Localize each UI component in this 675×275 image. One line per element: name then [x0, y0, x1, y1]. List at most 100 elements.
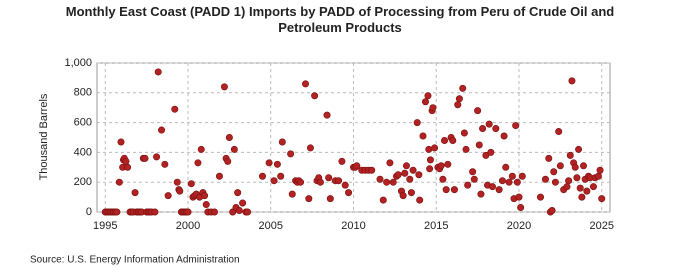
data-point [117, 138, 125, 146]
data-point [158, 126, 166, 134]
data-point [477, 190, 485, 198]
data-point [475, 141, 483, 149]
data-point [508, 172, 516, 180]
data-point [201, 192, 209, 200]
data-point [517, 204, 525, 212]
data-point [278, 138, 286, 146]
data-point [220, 83, 228, 91]
data-point [589, 183, 597, 191]
data-point [512, 122, 520, 130]
data-point [210, 208, 218, 216]
x-tick-label: 2005 [259, 220, 283, 232]
data-point [500, 132, 508, 140]
data-point [379, 196, 387, 204]
data-point [469, 168, 477, 176]
y-tick-label: 600 [74, 117, 92, 129]
data-point [287, 150, 295, 158]
y-tick-label: 200 [74, 176, 92, 188]
data-point [578, 193, 586, 201]
data-point [566, 151, 574, 159]
data-point [502, 163, 510, 171]
data-point [234, 189, 242, 197]
data-point [235, 207, 243, 215]
data-point [455, 95, 463, 103]
data-point [485, 120, 493, 128]
data-point [113, 208, 121, 216]
data-point [479, 125, 487, 133]
data-point [323, 111, 331, 119]
data-point [459, 84, 467, 92]
data-point [305, 195, 313, 203]
data-point [277, 172, 285, 180]
data-point [573, 174, 581, 182]
data-point [464, 181, 472, 189]
data-point [568, 77, 576, 85]
chart-title: Monthly East Coast (PADD 1) Imports by P… [65, 4, 615, 35]
data-point [244, 208, 252, 216]
data-point [565, 177, 573, 185]
data-point [580, 162, 588, 170]
data-point [449, 136, 457, 144]
data-point [424, 92, 432, 100]
data-point [489, 183, 497, 191]
data-point [555, 128, 563, 136]
x-tick-label: 2015 [424, 220, 448, 232]
data-point [551, 178, 559, 186]
data-point [224, 157, 232, 165]
data-point [576, 184, 584, 192]
data-point [215, 172, 223, 180]
data-point [513, 178, 521, 186]
x-tick-label: 2025 [589, 220, 613, 232]
data-point [545, 154, 553, 162]
data-point [265, 159, 273, 167]
source-note: Source: U.S. Energy Information Administ… [30, 255, 240, 266]
data-point [556, 162, 564, 170]
data-point [273, 160, 281, 168]
x-tick-label: 2000 [176, 220, 200, 232]
data-point [345, 189, 353, 197]
data-point [326, 195, 334, 203]
data-point [460, 129, 468, 137]
data-point [394, 171, 402, 179]
data-point [258, 172, 266, 180]
data-point [131, 189, 139, 197]
data-point [594, 172, 602, 180]
data-point [316, 178, 324, 186]
data-point [225, 134, 233, 142]
data-point [122, 157, 130, 165]
data-point [335, 177, 343, 185]
data-point [450, 186, 458, 194]
data-point [406, 175, 414, 183]
data-point [444, 160, 452, 168]
data-point [297, 178, 305, 186]
data-point [288, 190, 296, 198]
data-point [505, 178, 513, 186]
data-point [541, 175, 549, 183]
data-point [429, 104, 437, 112]
data-point [426, 156, 434, 164]
y-axis-label: Thousand Barrels [38, 93, 50, 180]
x-tick-label: 2020 [507, 220, 531, 232]
data-point [401, 169, 409, 177]
data-point [402, 162, 410, 170]
data-point [239, 199, 247, 207]
data-point [550, 168, 558, 176]
data-point [184, 208, 192, 216]
data-point [194, 159, 202, 167]
data-point [571, 163, 579, 171]
data-point [270, 177, 278, 185]
data-point [492, 125, 500, 133]
data-point [474, 107, 482, 115]
data-point [338, 157, 346, 165]
data-point [161, 160, 169, 168]
data-point [536, 193, 544, 201]
data-point [383, 178, 391, 186]
data-point [419, 132, 427, 140]
data-point [583, 187, 591, 195]
data-point [441, 136, 449, 144]
data-point [376, 175, 384, 183]
data-point [341, 181, 349, 189]
data-point [415, 171, 423, 179]
data-point [426, 165, 434, 173]
